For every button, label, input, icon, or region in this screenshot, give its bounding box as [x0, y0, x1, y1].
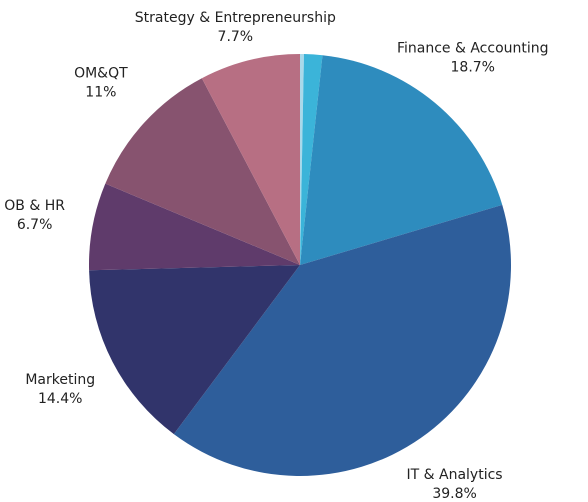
pie-slice [300, 54, 304, 265]
pie-slice [300, 55, 503, 266]
slice-value: 7.7% [218, 29, 254, 45]
slice-label: IT & Analytics [407, 467, 503, 483]
slice-value: 6.7% [17, 217, 53, 233]
slice-label: OM&QT [74, 66, 128, 82]
pie-slice [300, 54, 323, 266]
pie-slice [89, 183, 300, 271]
slice-value: 14.4% [38, 391, 82, 407]
pie-slice [173, 204, 512, 477]
slice-label: Strategy & Entrepreneurship [135, 10, 336, 26]
slice-value: 39.8% [432, 486, 476, 502]
pie-slice [201, 54, 300, 265]
slice-value: 18.7% [451, 60, 495, 76]
slice-label: Marketing [25, 372, 95, 388]
slice-value: 11% [85, 85, 116, 101]
slice-label: OB & HR [4, 198, 65, 214]
pie-slice [105, 78, 300, 266]
pie-slice [89, 265, 300, 435]
slice-label: Finance & Accounting [397, 41, 549, 57]
